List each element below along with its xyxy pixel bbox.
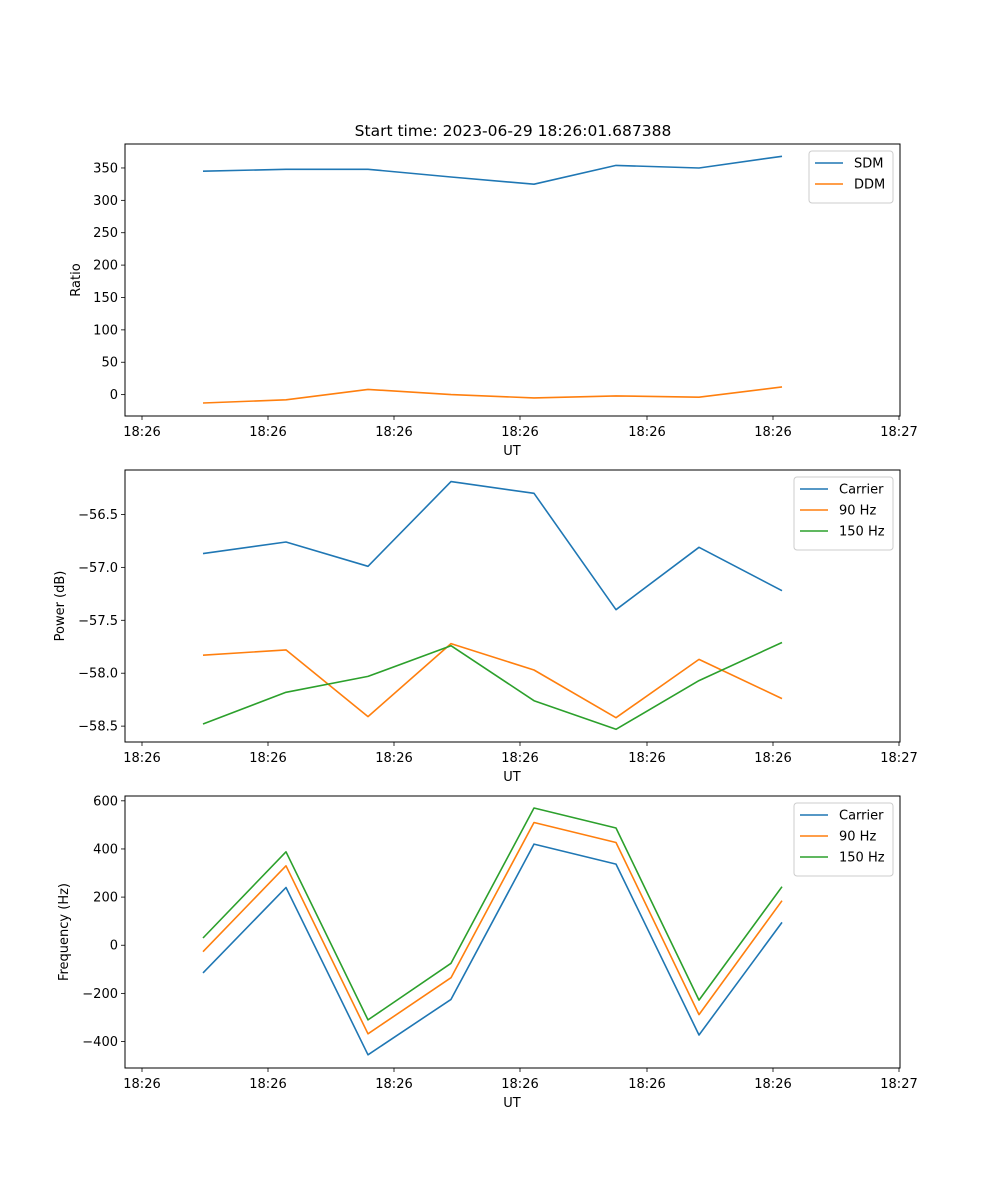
x-tick-label: 18:27 [880,425,917,440]
x-tick-label: 18:26 [754,1077,791,1092]
x-tick-label: 18:26 [249,751,286,766]
legend-label-150-hz: 150 Hz [839,525,885,540]
y-tick-label: −400 [82,1035,118,1050]
series-line-carrier [202,843,783,1056]
chart-title: Start time: 2023-06-29 18:26:01.687388 [355,122,672,140]
x-tick-label: 18:27 [880,751,917,766]
plot-area-frame [124,795,901,1069]
x-tick-label: 18:26 [501,1077,538,1092]
x-tick-label: 18:27 [880,1077,917,1092]
x-tick-label: 18:26 [628,425,665,440]
legend: Carrier 90 Hz 150 Hz [793,802,894,877]
y-tick-label: 0 [110,388,118,403]
panels: 18:26 18:26 18:26 18:26 18:26 18:26 18:27 0 50 10… [53,143,918,1111]
x-tick-label: 18:26 [375,425,412,440]
x-tick-label: 18:26 [628,1077,665,1092]
panel-2: 18:26 18:26 18:26 18:26 18:26 18:26 18:27 −58.5… [53,469,918,785]
y-tick-label: 300 [93,194,118,209]
y-axis-label: Power (dB) [53,571,68,642]
series-line-sdm [202,155,783,185]
y-tick-label: −58.5 [78,720,118,735]
y-tick-label: 50 [101,356,118,371]
x-tick-label: 18:26 [123,751,160,766]
plot-area-frame [124,469,901,743]
x-tick-label: 18:26 [249,1077,286,1092]
legend: SDM DDM [808,150,894,204]
x-tick-label: 18:26 [754,425,791,440]
series-line-90-hz [202,821,783,1035]
legend-label-carrier: Carrier [839,809,884,824]
x-tick-label: 18:26 [754,751,791,766]
y-tick-label: 200 [93,891,118,906]
legend-label-150-hz: 150 Hz [839,851,885,866]
y-tick-label: 200 [93,259,118,274]
y-tick-label: −57.5 [78,614,118,629]
y-axis-label: Frequency (Hz) [57,883,72,981]
x-tick-label: 18:26 [628,751,665,766]
y-tick-label: 350 [93,161,118,176]
y-tick-label: −57.0 [78,561,118,576]
y-tick-label: 0 [110,939,118,954]
series-line-90-hz [202,642,783,719]
x-tick-label: 18:26 [375,1077,412,1092]
y-tick-label: 150 [93,291,118,306]
legend-label-90-hz: 90 Hz [839,830,876,845]
panel-1: 18:26 18:26 18:26 18:26 18:26 18:26 18:27 0 50 10… [69,143,918,459]
y-tick-label: 400 [93,842,118,857]
x-axis-label: UT [503,1096,521,1111]
series-line-150-hz [202,807,783,1021]
series-line-150-hz [202,641,783,731]
y-tick-label: 100 [93,323,118,338]
legend: Carrier 90 Hz 150 Hz [793,476,894,551]
y-tick-label: 600 [93,794,118,809]
plot-area-frame [124,143,901,417]
y-tick-label: −56.5 [78,508,118,523]
y-tick-label: −58.0 [78,667,118,682]
x-axis-label: UT [503,770,521,785]
x-axis-label: UT [503,444,521,459]
y-axis-label: Ratio [69,263,84,296]
x-tick-label: 18:26 [249,425,286,440]
x-tick-label: 18:26 [501,425,538,440]
y-tick-label: 250 [93,226,118,241]
series-line-ddm [202,386,783,404]
legend-label-90-hz: 90 Hz [839,504,876,519]
x-tick-label: 18:26 [123,425,160,440]
x-tick-label: 18:26 [375,751,412,766]
x-tick-label: 18:26 [501,751,538,766]
y-tick-label: −200 [82,987,118,1002]
x-tick-label: 18:26 [123,1077,160,1092]
legend-label-carrier: Carrier [839,483,884,498]
legend-label-ddm: DDM [854,178,885,193]
panel-3: 18:26 18:26 18:26 18:26 18:26 18:26 18:27 −400 −… [57,794,918,1111]
legend-frame [808,150,894,204]
legend-label-sdm: SDM [854,157,883,172]
series-line-carrier [202,480,783,611]
